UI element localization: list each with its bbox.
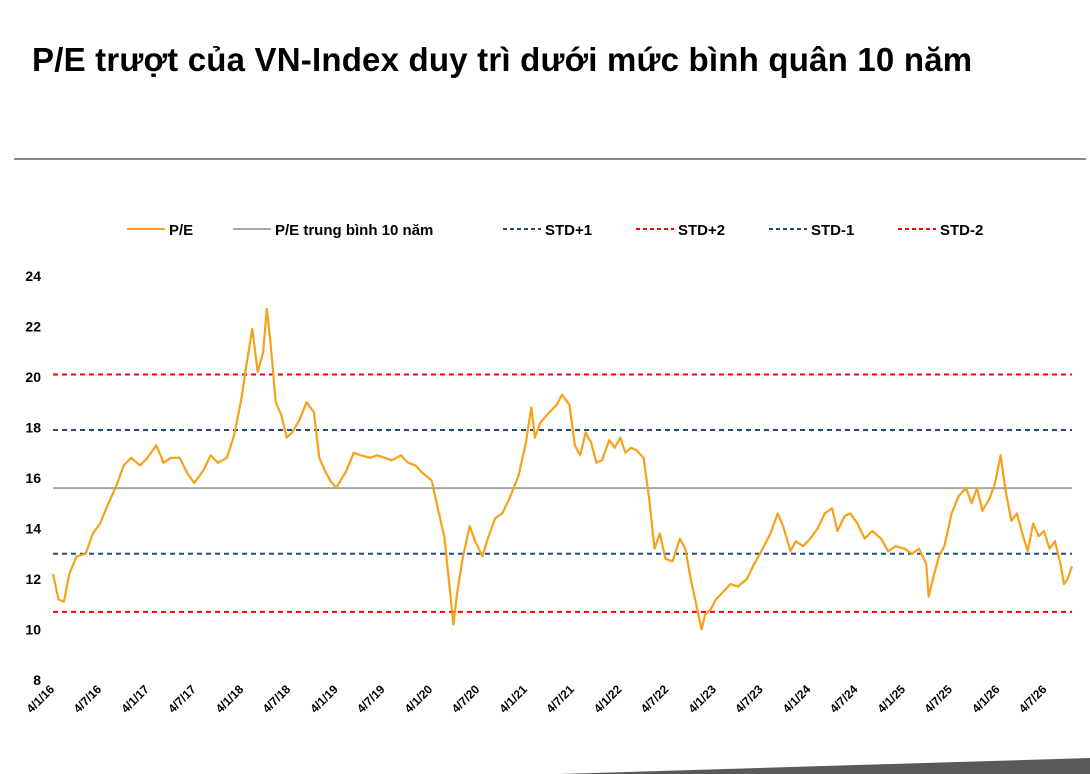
pe-series-line xyxy=(51,307,1074,631)
legend-label: P/E xyxy=(169,222,193,239)
plot-area xyxy=(51,307,1074,631)
y-tick-label: 14 xyxy=(25,521,41,537)
y-tick-label: 16 xyxy=(25,470,41,486)
y-tick-label: 8 xyxy=(33,672,41,688)
legend-label: STD+1 xyxy=(545,222,592,239)
legend-label: STD+2 xyxy=(678,222,725,239)
y-tick-label: 12 xyxy=(25,571,41,587)
title-divider xyxy=(14,158,1086,160)
y-tick-label: 24 xyxy=(25,268,41,284)
legend-label: P/E trung bình 10 năm xyxy=(275,222,433,239)
legend-label: STD-2 xyxy=(940,222,983,239)
y-axis: 8 10 12 14 16 18 20 22 24 xyxy=(25,268,41,688)
legend-label: STD-1 xyxy=(811,222,854,239)
y-tick-label: 18 xyxy=(25,420,41,436)
page-title: P/E trượt của VN-Index duy trì dưới mức … xyxy=(32,41,973,78)
reference-lines xyxy=(53,373,1072,613)
chart-legend: P/E P/E trung bình 10 năm STD+1 STD+2 STD-1 S… xyxy=(127,222,983,239)
y-tick-label: 10 xyxy=(25,622,41,638)
y-tick-label: 20 xyxy=(25,369,41,385)
pe-line-chart: P/E P/E trung bình 10 năm STD+1 STD+2 STD-1 S… xyxy=(24,222,1074,716)
y-tick-label: 22 xyxy=(25,319,41,335)
